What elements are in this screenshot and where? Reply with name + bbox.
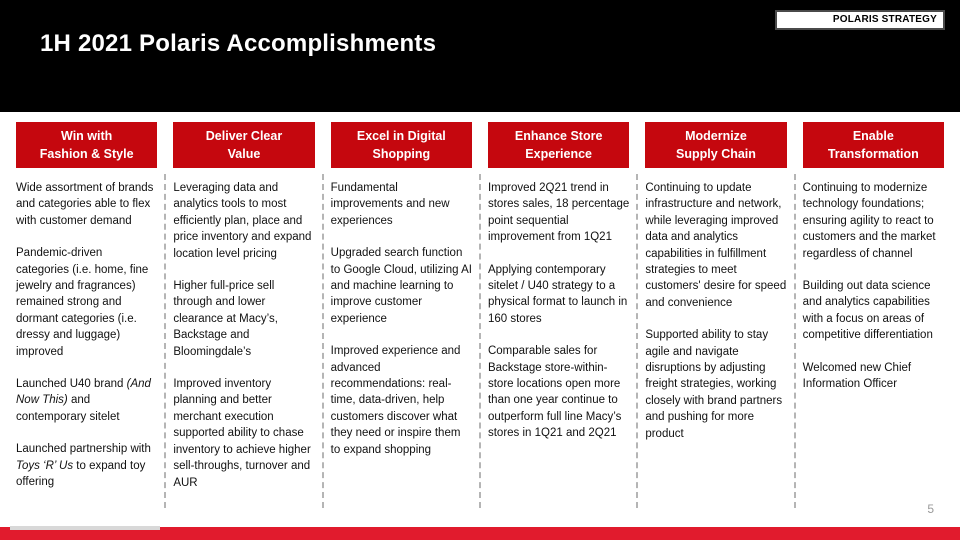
pillar-column: Win with Fashion & Style Wide assortment … xyxy=(8,112,167,526)
column-header: Deliver Clear Value xyxy=(173,122,315,168)
text-segment: to expand toy offering xyxy=(16,459,146,489)
pillar-column: Deliver Clear Value Leveraging data and a… xyxy=(165,112,324,526)
italic-text-segment: (And Now This) xyxy=(16,378,151,407)
text-segment: Supported ability to stay agile and navi… xyxy=(645,329,783,440)
text-segment: Pandemic-driven categories (i.e. home, f… xyxy=(16,247,149,358)
text-segment: Comparable sales for Backstage store-wit… xyxy=(487,345,622,440)
column-body: Continuing to modernize technology found… xyxy=(803,180,944,392)
bullet-paragraph: Continuing to update infrastructure and … xyxy=(645,180,786,311)
column-body: Fundamental improvements and new experie… xyxy=(331,180,472,458)
pillar-column: Excel in Digital Shopping Fundamental imp… xyxy=(323,112,482,526)
bullet-paragraph: Comparable sales for Backstage store-wit… xyxy=(488,343,629,441)
text-segment: and contemporary sitelet xyxy=(16,394,120,423)
bullet-paragraph: Launched partnership with Toys ‘R’ Us to… xyxy=(16,441,157,490)
column-header: Enable Transformation xyxy=(802,122,944,168)
column-body: Improved 2Q21 trend in stores sales, 18 … xyxy=(488,180,629,442)
italic-text-segment: Toys ‘R’ Us xyxy=(16,459,74,472)
column-body: Continuing to update infrastructure and … xyxy=(645,180,786,442)
page-number: 5 xyxy=(927,502,934,516)
bullet-paragraph: Improved experience and advanced recomme… xyxy=(331,343,472,458)
text-segment: Fundamental improvements and new experie… xyxy=(330,182,450,227)
bullet-paragraph: Fundamental improvements and new experie… xyxy=(331,180,472,229)
text-segment: Improved experience and advanced recomme… xyxy=(330,345,461,456)
footer-red-bar xyxy=(0,527,960,540)
bullet-paragraph: Upgraded search function to Google Cloud… xyxy=(331,245,472,327)
polaris-strategy-badge: POLARIS STRATEGY xyxy=(775,10,945,30)
text-segment: Leveraging data and analytics tools to m… xyxy=(173,182,312,260)
bullet-paragraph: Launched U40 brand (And Now This) and co… xyxy=(16,376,157,425)
text-segment: Building out data science and analytics … xyxy=(802,280,933,342)
bullet-paragraph: Applying contemporary sitelet / U40 stra… xyxy=(488,262,629,328)
bullet-paragraph: Improved 2Q21 trend in stores sales, 18 … xyxy=(488,180,629,246)
text-segment: Applying contemporary sitelet / U40 stra… xyxy=(487,263,628,325)
text-segment: Launched partnership with xyxy=(16,443,151,456)
column-header: Enhance Store Experience xyxy=(487,122,630,168)
pillar-column: Modernize Supply Chain Continuing to upda… xyxy=(637,112,796,526)
bullet-paragraph: Wide assortment of brands and categories… xyxy=(16,180,157,229)
column-header: Modernize Supply Chain xyxy=(645,122,787,168)
bullet-paragraph: Supported ability to stay agile and navi… xyxy=(645,327,786,442)
pillar-column: Enhance Store Experience Improved 2Q21 tr… xyxy=(480,112,639,526)
bullet-paragraph: Building out data science and analytics … xyxy=(803,278,944,344)
bullet-paragraph: Higher full-price sell through and lower… xyxy=(173,278,314,360)
bullet-paragraph: Leveraging data and analytics tools to m… xyxy=(173,180,314,262)
footer-left-accent-line xyxy=(10,526,160,530)
column-body: Leveraging data and analytics tools to m… xyxy=(173,180,314,491)
slide-top-band: POLARIS STRATEGY 1H 2021 Polaris Accompl… xyxy=(0,0,960,112)
accomplishment-columns: Win with Fashion & Style Wide assortment … xyxy=(0,112,960,526)
text-segment: Wide assortment of brands and categories… xyxy=(16,182,154,227)
column-body: Wide assortment of brands and categories… xyxy=(16,180,157,491)
column-header: Win with Fashion & Style xyxy=(16,122,158,168)
bullet-paragraph: Pandemic-driven categories (i.e. home, f… xyxy=(16,245,157,360)
bullet-paragraph: Continuing to modernize technology found… xyxy=(803,180,944,262)
text-segment: Improved inventory planning and better m… xyxy=(173,378,311,489)
text-segment: Improved 2Q21 trend in stores sales, 18 … xyxy=(487,182,630,244)
text-segment: Continuing to modernize technology found… xyxy=(802,182,936,260)
text-segment: Higher full-price sell through and lower… xyxy=(173,280,278,358)
text-segment: Upgraded search function to Google Cloud… xyxy=(330,247,472,325)
column-header: Excel in Digital Shopping xyxy=(330,122,472,168)
bullet-paragraph: Improved inventory planning and better m… xyxy=(173,376,314,491)
page-title: 1H 2021 Polaris Accomplishments xyxy=(40,30,437,57)
text-segment: Welcomed new Chief Information Officer xyxy=(802,361,912,391)
text-segment: Launched U40 brand xyxy=(16,378,127,391)
text-segment: Continuing to update infrastructure and … xyxy=(645,182,787,309)
pillar-column: Enable Transformation Continuing to moder… xyxy=(795,112,952,526)
bullet-paragraph: Welcomed new Chief Information Officer xyxy=(803,360,944,393)
